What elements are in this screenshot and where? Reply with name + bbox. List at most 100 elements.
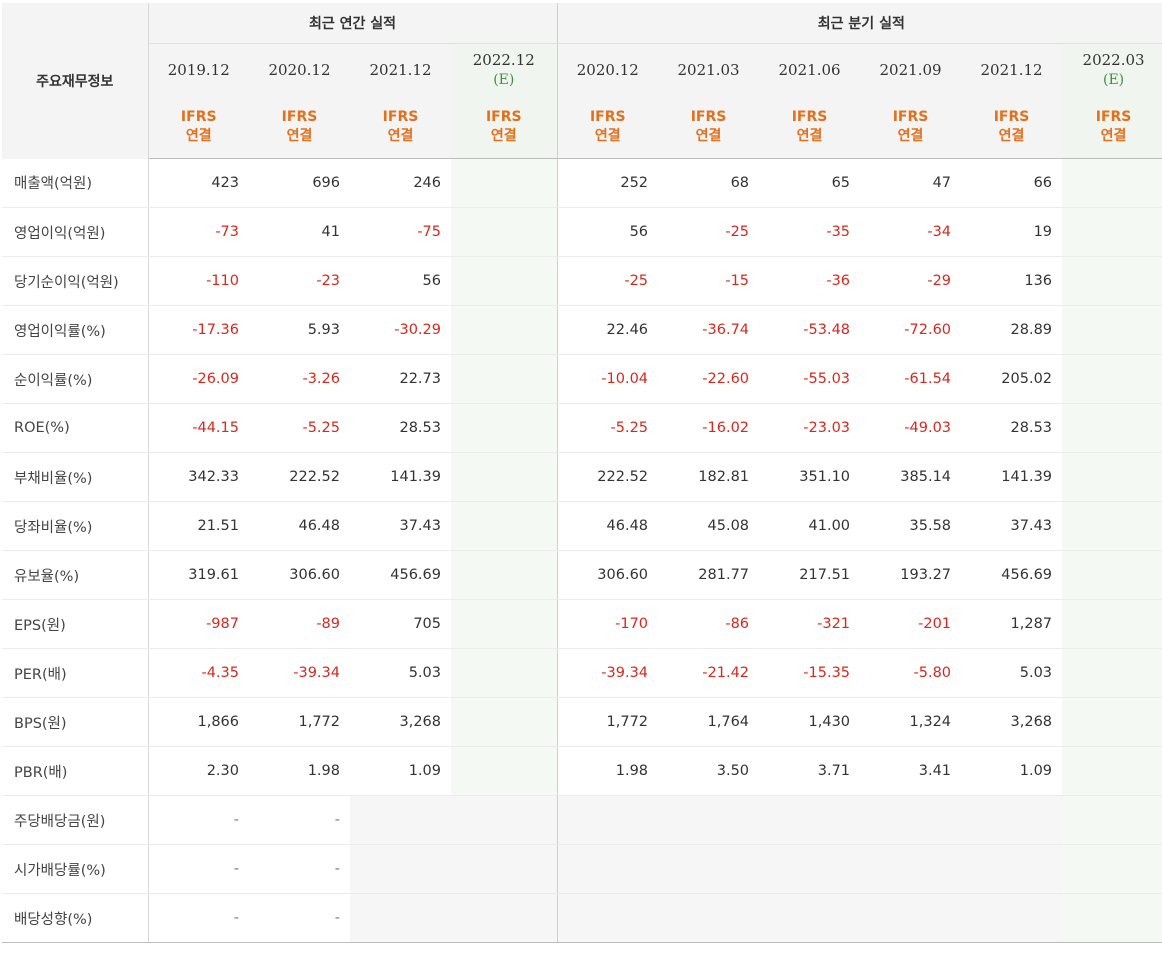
consolidated-label: 연결 <box>490 128 517 144</box>
row-label: 주당배당금(원) <box>2 795 149 845</box>
period-header-row: 2019.12 2020.12 2021.12 2022.12 (E) 2020.12 20… <box>2 43 1162 96</box>
ifrs-label: IFRS <box>791 109 828 125</box>
table-row: 유보율(%) 319.61 306.60 456.69 306.60 281.77 217.… <box>2 550 1162 600</box>
row-label: 당기순이익(억원) <box>2 256 149 306</box>
row-label: 매출액(억원) <box>2 158 149 208</box>
row-label: 순이익률(%) <box>2 354 149 404</box>
ifrs-header: IFRS 연결 <box>557 96 659 159</box>
value-cell <box>658 893 760 943</box>
value-cell: 306.60 <box>249 550 350 600</box>
value-cell: -44.15 <box>148 403 249 453</box>
table-row: 당기순이익(억원) -110 -23 56 -25 -15 -36 -29 136 <box>2 256 1162 306</box>
value-cell: 37.43 <box>350 501 451 551</box>
value-cell <box>451 795 558 845</box>
value-cell: -86 <box>658 599 760 649</box>
row-label: 배당성향(%) <box>2 893 149 943</box>
value-cell: -16.02 <box>658 403 760 453</box>
value-cell: -34 <box>860 207 962 257</box>
value-cell: -39.34 <box>249 648 350 698</box>
value-cell: -72.60 <box>860 305 962 355</box>
value-cell <box>451 403 558 453</box>
value-cell: 1,764 <box>658 697 760 747</box>
ifrs-header: IFRS 연결 <box>148 96 249 159</box>
value-cell <box>451 697 558 747</box>
ifrs-header: IFRS 연결 <box>759 96 861 159</box>
value-cell <box>1062 697 1162 747</box>
value-cell: -4.35 <box>148 648 249 698</box>
table-row: 영업이익률(%) -17.36 5.93 -30.29 22.46 -36.74 -53.4… <box>2 305 1162 355</box>
estimate-mark: (E) <box>493 72 515 88</box>
financial-summary-table: 주요재무정보 최근 연간 실적 최근 분기 실적 2019.12 2020.12 2… <box>2 3 1162 943</box>
row-label: PBR(배) <box>2 746 149 796</box>
value-cell <box>1062 403 1162 453</box>
value-cell <box>658 795 760 845</box>
period-header: 2020.12 <box>249 43 350 96</box>
value-cell <box>451 893 558 943</box>
value-cell: 385.14 <box>860 452 962 502</box>
value-cell: -61.54 <box>860 354 962 404</box>
value-cell <box>759 893 861 943</box>
value-cell: 1,324 <box>860 697 962 747</box>
value-cell <box>860 893 962 943</box>
value-cell: 66 <box>961 158 1063 208</box>
estimate-mark: (E) <box>1102 72 1125 88</box>
period-header: 2021.12 <box>961 43 1063 96</box>
value-cell <box>961 844 1063 894</box>
table-row: 당좌비율(%) 21.51 46.48 37.43 46.48 45.08 41.00 35.… <box>2 501 1162 551</box>
value-cell <box>1062 207 1162 257</box>
value-cell <box>451 844 558 894</box>
value-cell: 28.89 <box>961 305 1063 355</box>
value-cell: 22.73 <box>350 354 451 404</box>
table-row: 순이익률(%) -26.09 -3.26 22.73 -10.04 -22.60 -55.0… <box>2 354 1162 404</box>
value-cell <box>350 844 451 894</box>
value-cell: 696 <box>249 158 350 208</box>
period-label: 2021.12 <box>980 61 1043 79</box>
value-cell: 182.81 <box>658 452 760 502</box>
value-cell: 5.03 <box>961 648 1063 698</box>
value-cell <box>1062 354 1162 404</box>
value-cell: 35.58 <box>860 501 962 551</box>
value-cell <box>759 795 861 845</box>
consolidated-label: 연결 <box>897 128 924 144</box>
table-row: 주당배당금(원) - - <box>2 795 1162 845</box>
value-cell: -10.04 <box>557 354 659 404</box>
value-cell: 246 <box>350 158 451 208</box>
ifrs-label: IFRS <box>180 109 217 125</box>
value-cell <box>961 893 1063 943</box>
period-label: 2021.03 <box>677 61 740 79</box>
row-label: ROE(%) <box>2 403 149 453</box>
value-cell: 141.39 <box>961 452 1063 502</box>
value-cell: 456.69 <box>961 550 1063 600</box>
row-label: 유보율(%) <box>2 550 149 600</box>
value-cell: 47 <box>860 158 962 208</box>
value-cell: -39.34 <box>557 648 659 698</box>
table-row: PBR(배) 2.30 1.98 1.09 1.98 3.50 3.71 3.41 1.09 <box>2 746 1162 796</box>
value-cell: 5.03 <box>350 648 451 698</box>
value-cell: -23.03 <box>759 403 861 453</box>
value-cell <box>1062 599 1162 649</box>
table-row: 배당성향(%) - - <box>2 893 1162 943</box>
value-cell: -17.36 <box>148 305 249 355</box>
value-cell: -73 <box>148 207 249 257</box>
value-cell: 3.41 <box>860 746 962 796</box>
value-cell: 28.53 <box>961 403 1063 453</box>
value-cell <box>1062 256 1162 306</box>
period-label: 2021.09 <box>879 61 942 79</box>
value-cell: - <box>249 893 350 943</box>
value-cell: 46.48 <box>557 501 659 551</box>
consolidated-label: 연결 <box>286 128 313 144</box>
table-body: 매출액(억원) 423 696 246 252 68 65 47 66 영업이익(억원) -73 41… <box>2 158 1162 943</box>
row-label: 영업이익률(%) <box>2 305 149 355</box>
value-cell <box>451 256 558 306</box>
value-cell: 3.71 <box>759 746 861 796</box>
value-cell <box>658 844 760 894</box>
value-cell: -110 <box>148 256 249 306</box>
value-cell: -29 <box>860 256 962 306</box>
value-cell: 1.98 <box>557 746 659 796</box>
value-cell: 217.51 <box>759 550 861 600</box>
ifrs-label: IFRS <box>485 109 522 125</box>
value-cell: 222.52 <box>249 452 350 502</box>
value-cell <box>350 893 451 943</box>
consolidated-label: 연결 <box>594 128 621 144</box>
value-cell: 45.08 <box>658 501 760 551</box>
